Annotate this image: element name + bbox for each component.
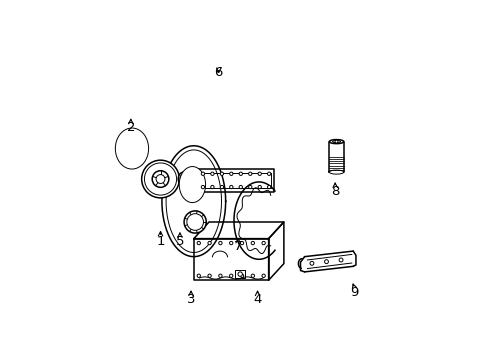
Ellipse shape <box>118 131 145 166</box>
Ellipse shape <box>121 135 143 162</box>
Circle shape <box>152 171 168 187</box>
Text: 3: 3 <box>186 293 195 306</box>
Circle shape <box>334 140 337 143</box>
Circle shape <box>210 172 214 175</box>
Circle shape <box>240 274 243 278</box>
Ellipse shape <box>178 172 188 186</box>
Ellipse shape <box>180 174 187 184</box>
Circle shape <box>324 260 328 264</box>
Circle shape <box>220 172 223 175</box>
Circle shape <box>218 242 222 245</box>
Circle shape <box>207 242 211 245</box>
Circle shape <box>229 274 232 278</box>
Circle shape <box>258 172 261 175</box>
Circle shape <box>210 185 214 189</box>
Circle shape <box>267 185 270 189</box>
Circle shape <box>262 242 265 245</box>
Circle shape <box>248 172 251 175</box>
Text: 6: 6 <box>214 66 223 79</box>
Text: 7: 7 <box>233 240 242 253</box>
Circle shape <box>142 160 179 198</box>
Text: 2: 2 <box>126 121 135 134</box>
Circle shape <box>248 185 251 189</box>
Circle shape <box>251 242 254 245</box>
Circle shape <box>218 274 222 278</box>
Circle shape <box>183 211 206 233</box>
Ellipse shape <box>332 140 340 143</box>
Circle shape <box>239 172 242 175</box>
Ellipse shape <box>179 167 205 203</box>
Circle shape <box>229 172 232 175</box>
Circle shape <box>262 274 265 278</box>
Circle shape <box>156 175 164 184</box>
Circle shape <box>201 172 204 175</box>
Circle shape <box>229 185 232 189</box>
Ellipse shape <box>328 140 343 144</box>
Text: 4: 4 <box>253 293 261 306</box>
Circle shape <box>207 274 211 278</box>
Circle shape <box>309 261 313 265</box>
Circle shape <box>251 274 254 278</box>
Circle shape <box>239 185 242 189</box>
Circle shape <box>229 242 232 245</box>
Text: 9: 9 <box>350 286 358 299</box>
Circle shape <box>186 214 203 230</box>
Circle shape <box>338 258 342 262</box>
Circle shape <box>267 172 270 175</box>
Text: 5: 5 <box>175 235 184 248</box>
Circle shape <box>258 185 261 189</box>
Circle shape <box>144 163 176 195</box>
Ellipse shape <box>328 170 343 174</box>
Circle shape <box>197 274 200 278</box>
Circle shape <box>220 185 223 189</box>
Circle shape <box>238 272 242 276</box>
Ellipse shape <box>123 138 140 159</box>
Circle shape <box>181 176 186 182</box>
Text: 1: 1 <box>156 235 164 248</box>
Text: 8: 8 <box>330 185 339 198</box>
Circle shape <box>197 242 200 245</box>
Circle shape <box>201 185 204 189</box>
Ellipse shape <box>115 128 148 169</box>
Circle shape <box>240 242 243 245</box>
